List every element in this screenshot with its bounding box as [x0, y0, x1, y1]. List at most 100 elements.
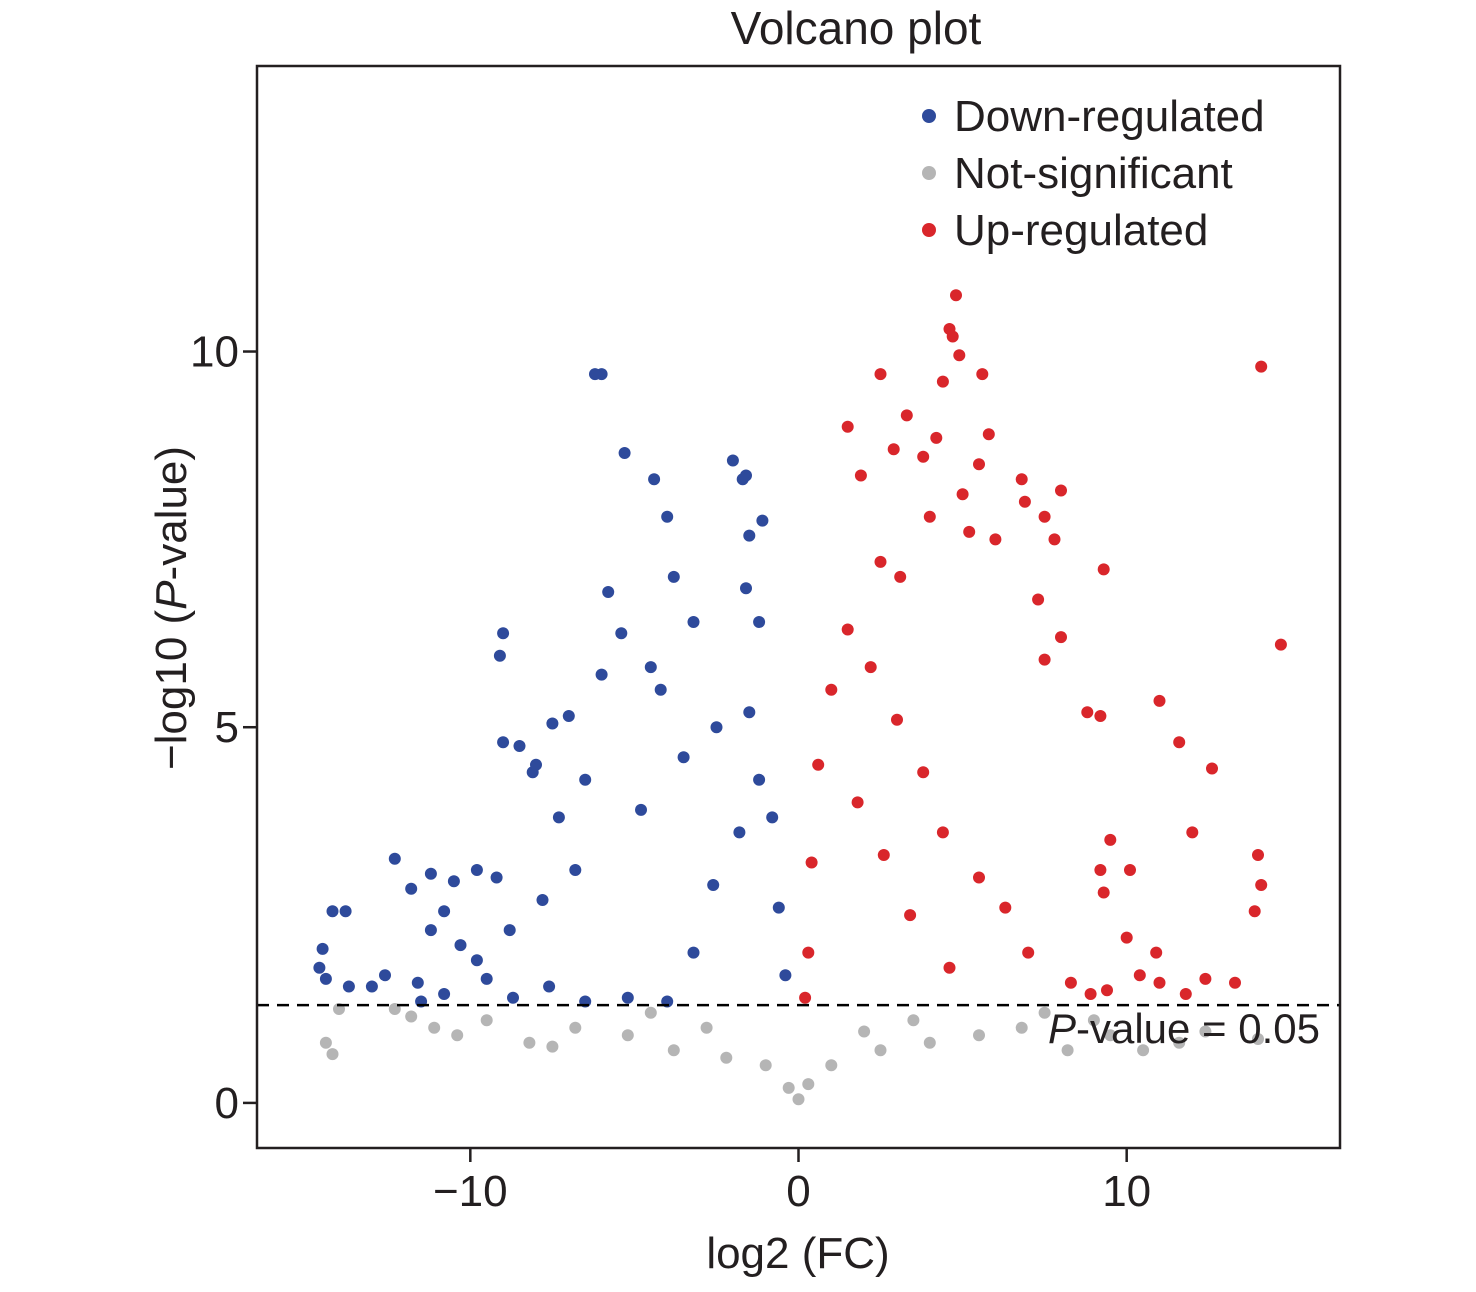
data-point — [1229, 976, 1241, 989]
data-point — [923, 1036, 936, 1049]
data-point — [405, 1010, 418, 1023]
data-point — [493, 649, 506, 662]
data-point — [543, 980, 556, 993]
data-point — [661, 510, 674, 523]
data-point — [841, 623, 854, 636]
data-point — [1038, 510, 1051, 523]
data-point — [1097, 886, 1110, 899]
data-point — [339, 905, 352, 918]
data-point — [319, 972, 332, 985]
data-point — [1173, 736, 1186, 749]
data-point — [956, 488, 969, 501]
x-axis: −10 0 10 — [433, 1148, 1151, 1216]
series-down-regulated — [313, 368, 792, 1008]
series-not-significant — [319, 1003, 1264, 1106]
data-point — [1101, 984, 1113, 997]
data-point — [1173, 1036, 1186, 1049]
legend-marker — [922, 109, 936, 123]
legend-marker — [922, 166, 936, 180]
data-point — [447, 875, 460, 888]
data-point — [874, 368, 887, 381]
data-point — [451, 1029, 464, 1042]
data-point — [874, 555, 887, 568]
data-point — [579, 773, 592, 786]
data-point — [1015, 473, 1028, 486]
data-point — [1150, 946, 1163, 959]
data-point — [1133, 969, 1146, 982]
data-point — [1124, 864, 1136, 876]
threshold-label-italic: P — [1048, 1005, 1076, 1052]
data-point — [1255, 879, 1268, 891]
data-point — [667, 570, 680, 583]
data-point — [438, 905, 451, 918]
data-point — [973, 458, 985, 471]
data-point — [480, 972, 493, 985]
data-point — [319, 1036, 332, 1049]
data-point — [894, 570, 907, 583]
data-point — [782, 1081, 795, 1094]
series-up-regulated — [799, 289, 1287, 1004]
data-point — [917, 766, 930, 779]
data-point — [976, 368, 989, 381]
y-axis-label-italic: P — [147, 580, 196, 610]
data-point — [654, 683, 667, 696]
data-point — [316, 942, 329, 955]
data-point — [1104, 1029, 1117, 1042]
data-point — [707, 879, 720, 891]
data-point — [877, 849, 890, 861]
data-point — [379, 969, 391, 982]
y-tick-label: 0 — [215, 1079, 239, 1128]
data-point — [454, 939, 467, 952]
data-point — [943, 961, 956, 974]
data-point — [1081, 706, 1094, 719]
data-point — [1252, 1033, 1264, 1045]
data-point — [602, 586, 615, 598]
data-point — [858, 1025, 871, 1038]
data-point — [740, 582, 752, 595]
y-axis-label-prefix: −log10 ( — [147, 609, 196, 770]
data-point — [513, 740, 526, 752]
data-point — [438, 988, 451, 1000]
data-point — [648, 473, 661, 486]
data-point — [530, 758, 542, 771]
data-point — [480, 1014, 493, 1027]
data-point — [1048, 533, 1061, 546]
data-point — [1104, 833, 1117, 846]
data-point — [753, 616, 766, 628]
x-axis-label: log2 (FC) — [706, 1229, 889, 1278]
data-point — [887, 443, 900, 456]
data-point — [411, 976, 424, 989]
data-point — [963, 525, 976, 538]
x-tick-label: 10 — [1102, 1167, 1151, 1216]
data-point — [1055, 484, 1067, 497]
data-point — [936, 826, 949, 839]
data-point — [644, 661, 657, 674]
y-axis-label: −log10 (P-value) — [147, 446, 196, 770]
data-point — [470, 864, 483, 876]
data-point — [1274, 638, 1287, 651]
data-point — [953, 349, 966, 362]
data-point — [891, 713, 903, 726]
data-point — [635, 803, 647, 816]
data-point — [1252, 849, 1264, 861]
data-point — [1084, 988, 1097, 1000]
data-point — [365, 980, 378, 993]
data-point — [904, 909, 917, 922]
data-point — [802, 1078, 815, 1091]
data-point — [1206, 762, 1218, 775]
data-point — [1094, 710, 1107, 722]
data-point — [1087, 1014, 1100, 1027]
data-point — [805, 856, 818, 869]
data-point — [618, 447, 631, 459]
data-point — [687, 946, 700, 959]
data-point — [523, 1036, 536, 1049]
data-point — [644, 1006, 657, 1019]
data-point — [733, 826, 746, 839]
data-point — [497, 627, 510, 640]
data-point — [950, 289, 962, 302]
data-point — [900, 409, 913, 422]
data-point — [1248, 905, 1261, 918]
data-point — [667, 1044, 680, 1057]
legend-label: Up-regulated — [954, 206, 1208, 255]
